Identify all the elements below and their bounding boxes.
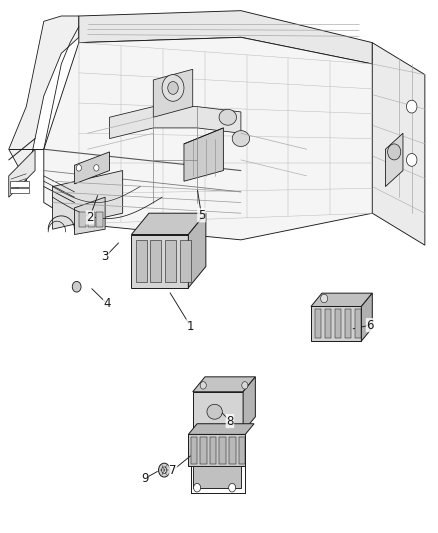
Bar bbox=[191, 437, 197, 464]
Bar bbox=[210, 437, 216, 464]
Text: 3: 3 bbox=[102, 251, 109, 263]
Bar bbox=[150, 240, 161, 282]
Polygon shape bbox=[372, 43, 425, 245]
Polygon shape bbox=[232, 131, 250, 147]
Circle shape bbox=[321, 294, 328, 303]
Polygon shape bbox=[53, 171, 123, 229]
Polygon shape bbox=[361, 293, 372, 341]
Text: 9: 9 bbox=[141, 472, 148, 485]
Polygon shape bbox=[188, 424, 254, 434]
Polygon shape bbox=[311, 306, 361, 341]
Circle shape bbox=[229, 483, 236, 492]
Bar bbox=[79, 212, 86, 227]
Bar bbox=[165, 240, 176, 282]
Polygon shape bbox=[44, 37, 372, 240]
Polygon shape bbox=[385, 133, 403, 187]
Bar bbox=[219, 437, 226, 464]
Bar bbox=[345, 309, 351, 338]
Polygon shape bbox=[9, 16, 79, 181]
Text: 1: 1 bbox=[187, 320, 194, 333]
Polygon shape bbox=[188, 213, 206, 288]
Bar bbox=[180, 240, 191, 282]
Polygon shape bbox=[243, 377, 255, 432]
Polygon shape bbox=[193, 377, 255, 392]
Polygon shape bbox=[193, 466, 241, 488]
Polygon shape bbox=[74, 197, 105, 235]
Polygon shape bbox=[219, 109, 237, 125]
Bar bbox=[200, 437, 207, 464]
Bar bbox=[88, 212, 95, 227]
Polygon shape bbox=[74, 152, 110, 184]
Polygon shape bbox=[311, 293, 372, 306]
Circle shape bbox=[168, 82, 178, 94]
Circle shape bbox=[72, 281, 81, 292]
Text: 6: 6 bbox=[366, 319, 374, 332]
Circle shape bbox=[194, 483, 201, 492]
Polygon shape bbox=[9, 149, 35, 197]
Circle shape bbox=[94, 165, 99, 171]
Polygon shape bbox=[110, 107, 241, 139]
Text: 7: 7 bbox=[169, 464, 177, 477]
Polygon shape bbox=[188, 434, 245, 466]
Circle shape bbox=[388, 144, 401, 160]
Text: 4: 4 bbox=[103, 297, 111, 310]
Circle shape bbox=[162, 75, 184, 101]
Polygon shape bbox=[79, 11, 372, 64]
Bar bbox=[335, 309, 341, 338]
Ellipse shape bbox=[207, 404, 222, 419]
Bar bbox=[325, 309, 331, 338]
Polygon shape bbox=[153, 69, 193, 117]
Circle shape bbox=[200, 382, 206, 389]
Bar bbox=[355, 309, 361, 338]
Polygon shape bbox=[193, 392, 243, 432]
Circle shape bbox=[162, 467, 167, 473]
Circle shape bbox=[76, 165, 81, 171]
Bar bbox=[229, 437, 236, 464]
Bar bbox=[10, 188, 29, 193]
Circle shape bbox=[406, 154, 417, 166]
Polygon shape bbox=[131, 235, 188, 288]
Circle shape bbox=[159, 463, 170, 477]
Text: 5: 5 bbox=[198, 209, 205, 222]
Circle shape bbox=[242, 382, 248, 389]
Polygon shape bbox=[184, 128, 223, 181]
Text: 8: 8 bbox=[226, 415, 233, 427]
Bar bbox=[96, 212, 103, 227]
Text: 2: 2 bbox=[86, 211, 94, 224]
Bar bbox=[136, 240, 147, 282]
Bar bbox=[10, 181, 29, 187]
Bar bbox=[239, 437, 245, 464]
Polygon shape bbox=[131, 213, 206, 235]
Circle shape bbox=[406, 100, 417, 113]
Bar bbox=[315, 309, 321, 338]
